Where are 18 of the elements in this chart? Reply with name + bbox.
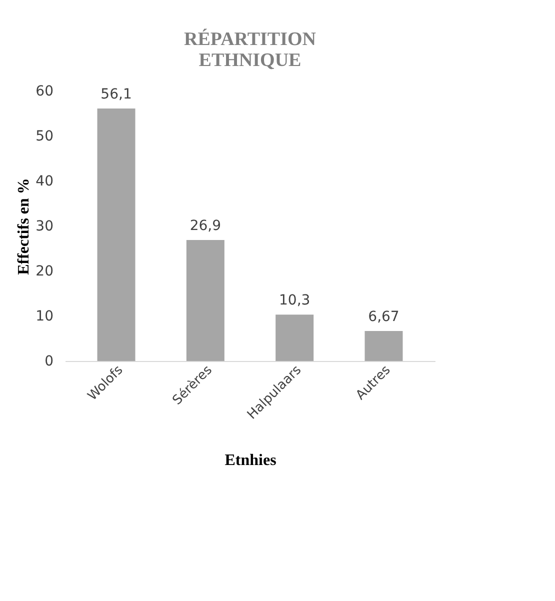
data-label: 6,67 <box>368 308 400 325</box>
bar <box>97 108 136 361</box>
y-tick-label: 50 <box>36 128 54 144</box>
y-axis-title: Effectifs en % <box>16 178 33 275</box>
y-tick-label: 10 <box>36 308 54 324</box>
chart-title: RÉPARTITION ETHNIQUE <box>184 28 316 71</box>
data-label: 26,9 <box>190 218 222 234</box>
y-tick-label: 60 <box>36 84 54 100</box>
bar <box>186 240 224 361</box>
y-tick-label: 20 <box>36 264 54 280</box>
y-tick-label: 0 <box>44 354 54 370</box>
bar <box>364 330 403 361</box>
y-tick-label: 40 <box>36 174 54 190</box>
data-label: 56,1 <box>100 86 132 103</box>
bar <box>276 314 314 361</box>
x-axis-title: Etnhies <box>224 452 276 469</box>
y-tick-label: 30 <box>36 218 54 234</box>
data-label: 10,3 <box>278 292 310 309</box>
